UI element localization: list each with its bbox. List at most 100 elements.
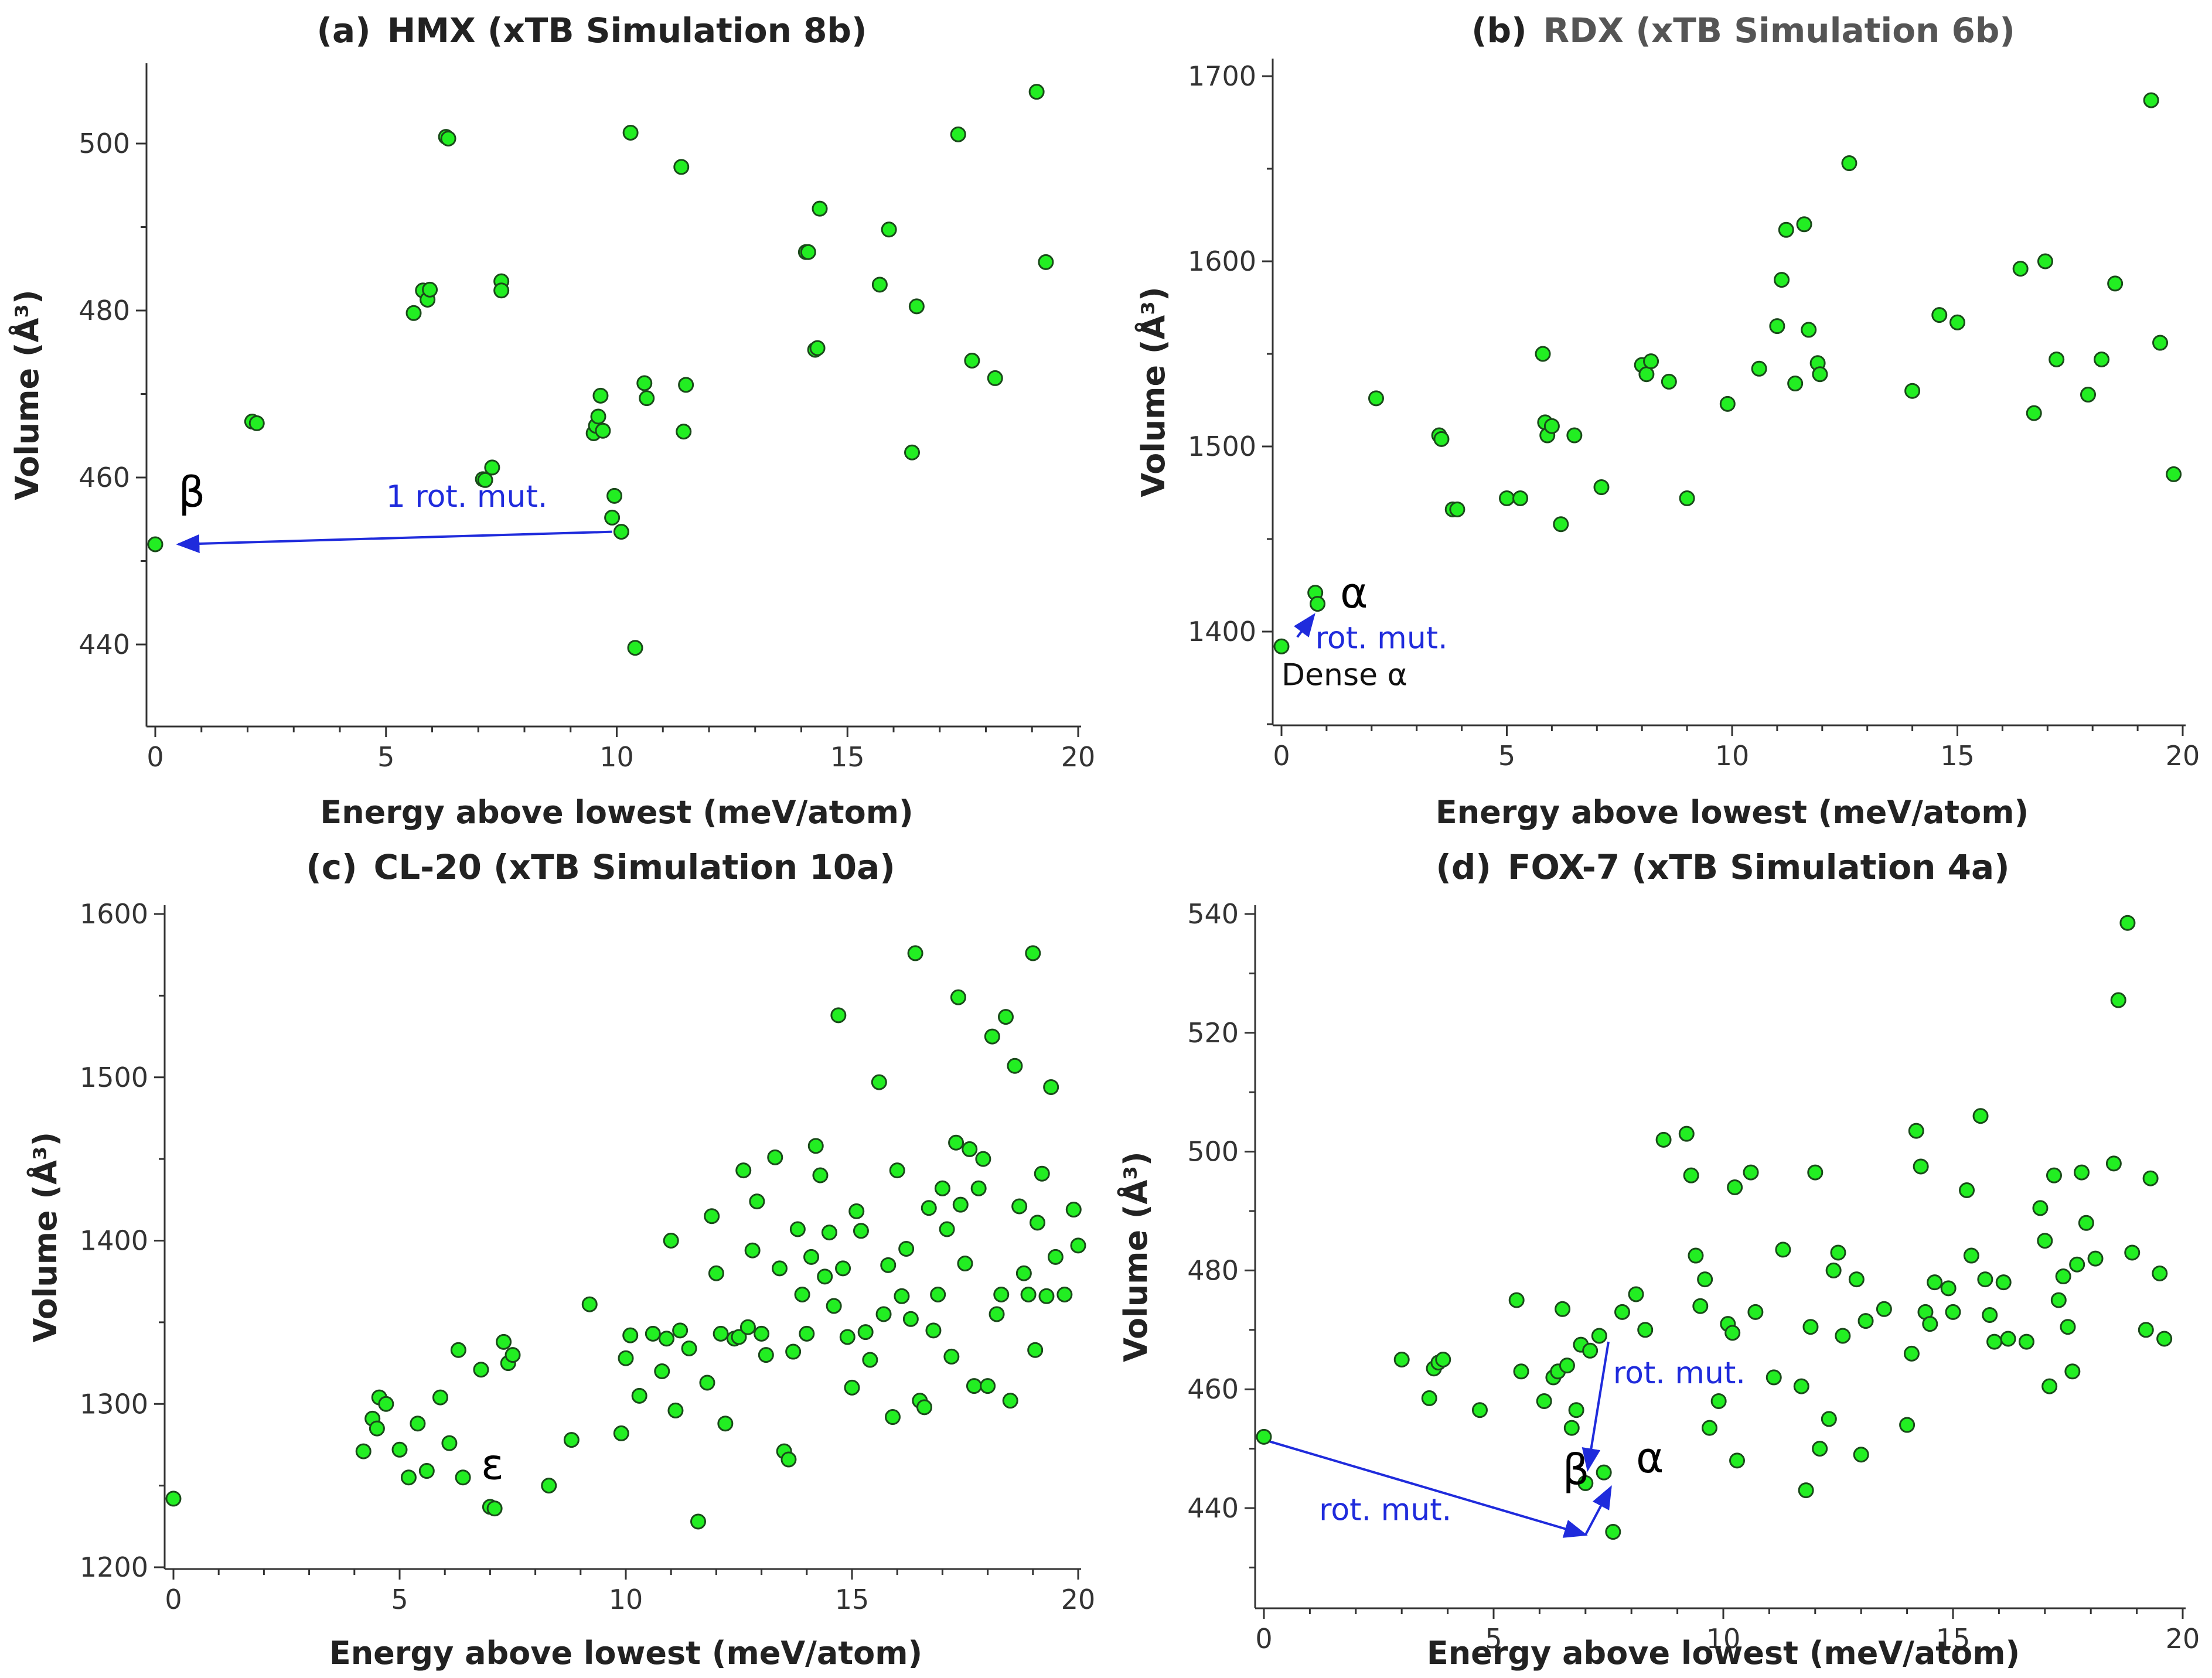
data-point bbox=[1543, 418, 1560, 434]
x-tick-label: 5 bbox=[391, 1584, 408, 1615]
data-point bbox=[1056, 1286, 1073, 1302]
data-point bbox=[1471, 1402, 1488, 1418]
data-point bbox=[952, 1196, 969, 1213]
panel-title: (d) FOX-7 (xTB Simulation 4a) bbox=[1436, 847, 2009, 887]
data-point bbox=[921, 1200, 937, 1216]
data-point bbox=[1433, 431, 1450, 447]
data-point bbox=[2074, 1164, 2090, 1181]
data-point bbox=[1922, 1316, 1938, 1332]
data-point bbox=[975, 1151, 991, 1167]
annotation-label: α bbox=[1340, 568, 1368, 618]
data-point bbox=[486, 1500, 503, 1517]
y-tick-label: 500 bbox=[79, 128, 130, 159]
data-point bbox=[613, 1425, 629, 1441]
data-point bbox=[1011, 1198, 1028, 1215]
data-point bbox=[147, 536, 163, 552]
data-point bbox=[2046, 1167, 2062, 1184]
data-point bbox=[898, 1240, 915, 1257]
data-point bbox=[862, 1352, 878, 1368]
data-point bbox=[676, 424, 692, 440]
data-point bbox=[812, 1167, 829, 1184]
data-point bbox=[875, 1306, 892, 1322]
data-point bbox=[993, 1286, 1010, 1302]
data-point bbox=[1030, 1215, 1046, 1231]
data-point bbox=[658, 1331, 674, 1347]
data-point bbox=[1787, 376, 1804, 392]
data-point bbox=[980, 1378, 996, 1394]
data-point bbox=[2110, 992, 2126, 1008]
data-point bbox=[930, 1286, 946, 1302]
y-tick-label: 1500 bbox=[80, 1062, 148, 1093]
data-point bbox=[645, 1325, 661, 1342]
data-point bbox=[1614, 1304, 1631, 1320]
data-point bbox=[902, 1311, 919, 1327]
data-point bbox=[1256, 1428, 1272, 1445]
data-point bbox=[1449, 501, 1465, 517]
x-axis-label: Energy above lowest (meV/atom) bbox=[320, 794, 913, 831]
data-point bbox=[622, 1327, 639, 1343]
data-point bbox=[2142, 1170, 2159, 1186]
x-tick-label: 20 bbox=[1061, 1584, 1096, 1615]
data-point bbox=[678, 377, 694, 393]
data-point bbox=[1593, 479, 1610, 496]
data-point bbox=[739, 1319, 756, 1335]
data-point bbox=[884, 1409, 901, 1425]
data-point bbox=[754, 1325, 770, 1342]
data-point bbox=[1841, 155, 1857, 172]
data-point bbox=[622, 124, 639, 141]
data-point bbox=[950, 989, 966, 1005]
data-point bbox=[1848, 1271, 1865, 1288]
x-tick-label: 15 bbox=[1940, 740, 1975, 772]
data-point bbox=[1065, 1202, 1082, 1218]
data-point bbox=[2032, 1200, 2049, 1216]
data-point bbox=[1995, 1274, 2012, 1291]
panel-title: (b) RDX (xTB Simulation 6b) bbox=[1471, 11, 2015, 50]
data-point bbox=[2037, 253, 2053, 270]
x-tick-label: 5 bbox=[1485, 1623, 1502, 1655]
panel-title-prefix: (b) bbox=[1471, 11, 1527, 50]
data-point bbox=[785, 1343, 802, 1360]
data-point bbox=[1765, 1369, 1782, 1386]
data-point bbox=[378, 1396, 394, 1412]
panel-d: (d) FOX-7 (xTB Simulation 4a) 440 460 480 500… bbox=[1117, 847, 2200, 1672]
data-point bbox=[821, 1225, 837, 1241]
data-point bbox=[496, 1333, 512, 1350]
y-axis-label: Volume (Å³) bbox=[1135, 287, 1172, 497]
data-point bbox=[1435, 1352, 1451, 1367]
data-point bbox=[894, 1288, 910, 1304]
data-point bbox=[1796, 216, 1812, 233]
x-tick-label: 10 bbox=[599, 741, 634, 773]
x-tick-label: 10 bbox=[609, 1584, 643, 1615]
data-point bbox=[1273, 638, 1290, 654]
data-point bbox=[794, 1286, 810, 1302]
data-point bbox=[1628, 1286, 1644, 1302]
panel-title: (a) HMX (xTB Simulation 8b) bbox=[317, 11, 867, 50]
panel-title-text: CL-20 (xTB Simulation 10a) bbox=[374, 847, 895, 887]
data-point bbox=[704, 1208, 720, 1225]
data-point bbox=[2124, 1244, 2141, 1261]
y-tick-label: 1300 bbox=[80, 1388, 148, 1420]
data-point bbox=[590, 408, 606, 425]
data-point bbox=[1582, 1342, 1598, 1359]
y-tick-label: 500 bbox=[1187, 1136, 1239, 1168]
data-point bbox=[1559, 1358, 1575, 1374]
panel-b: (b) RDX (xTB Simulation 6b) 1400 1500 1600 17… bbox=[1135, 11, 2200, 831]
y-axis-label: Volume (Å³) bbox=[9, 289, 46, 500]
data-point bbox=[997, 1009, 1014, 1025]
data-point bbox=[672, 1322, 689, 1339]
x-tick-label: 0 bbox=[1273, 740, 1290, 772]
data-point bbox=[853, 1223, 869, 1239]
data-point bbox=[1830, 1244, 1846, 1261]
panel-title-prefix: (c) bbox=[306, 847, 357, 887]
data-point bbox=[681, 1340, 697, 1356]
annotation-label: rot. mut. bbox=[1315, 620, 1448, 656]
data-point bbox=[636, 375, 653, 391]
data-point bbox=[857, 1324, 874, 1341]
y-tick-label: 1400 bbox=[80, 1225, 148, 1257]
data-point bbox=[817, 1268, 833, 1285]
data-point bbox=[1563, 1420, 1580, 1436]
data-point bbox=[441, 1435, 458, 1451]
data-point bbox=[1020, 1286, 1037, 1302]
data-point bbox=[2087, 1250, 2104, 1267]
data-point bbox=[2166, 466, 2182, 482]
